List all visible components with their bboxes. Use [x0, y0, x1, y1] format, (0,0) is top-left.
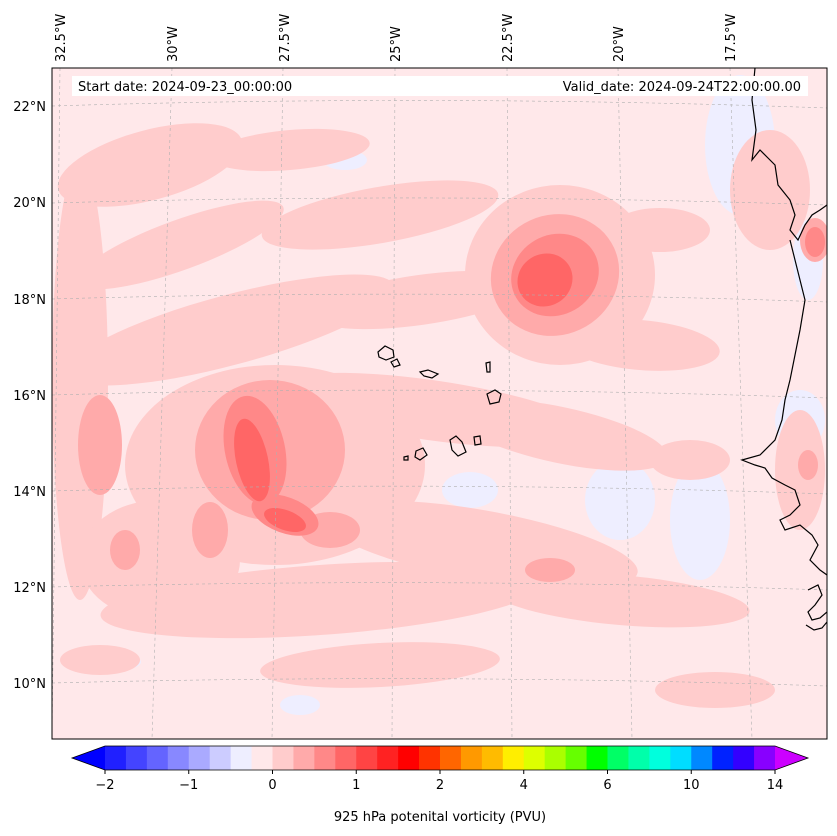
lon-tick-label: 22.5°W: [501, 14, 516, 62]
africa-coastline: [740, 68, 827, 631]
lon-tick-label: 32.5°W: [54, 14, 69, 62]
cape-verde-fogo: [414, 447, 428, 461]
colorbar-swatch: [335, 746, 357, 770]
colorbar-tick-label: 4: [520, 778, 528, 793]
colorbar-swatch: [754, 746, 776, 770]
colorbar-tick-label: −2: [95, 778, 114, 793]
colorbar-swatch: [188, 746, 211, 770]
colorbar-swatch: [251, 746, 274, 770]
lat-tick-label: 10°N: [13, 677, 46, 692]
colorbar-swatch: [272, 746, 295, 770]
colorbar-swatch: [440, 746, 462, 770]
colorbar-label: 925 hPa potenital vorticity (PVU): [334, 810, 546, 825]
lon-tick-label: 20°W: [612, 26, 627, 62]
cape-verde-boa-vista: [486, 389, 502, 405]
colorbar-swatch: [398, 746, 420, 770]
coastlines: [377, 68, 827, 631]
colorbar-tick-label: 2: [436, 778, 444, 793]
colorbar-swatch: [733, 746, 755, 770]
map-area: Start date: 2024-09-23_00:00:00 Valid_da…: [52, 68, 827, 739]
colorbar: −2 −1 0 1 2 4 6 10 14 925 hPa potenital vorticit…: [70, 745, 810, 825]
colorbar-swatch: [209, 746, 232, 770]
cape-verde-santo-antao: [377, 345, 395, 361]
start-date-box: [72, 76, 322, 96]
colorbar-swatch: [105, 746, 127, 770]
colorbar-tick-label: 1: [352, 778, 360, 793]
colorbar-swatch: [502, 746, 525, 770]
colorbar-swatch: [460, 746, 483, 770]
colorbar-tick-label: 0: [268, 778, 276, 793]
colorbar-tick-label: 6: [603, 778, 611, 793]
colorbar-swatch: [356, 746, 378, 770]
lat-tick-labels: 22°N 20°N 18°N 16°N 14°N 12°N 10°N: [13, 100, 46, 692]
cape-verde-santiago: [449, 435, 467, 457]
pv-level-4: [234, 253, 573, 533]
colorbar-swatch: [523, 746, 546, 770]
colorbar-tick-label: 14: [767, 778, 784, 793]
lon-tick-labels: 32.5°W 30°W 27.5°W 25°W 22.5°W 20°W 17.5…: [54, 14, 739, 62]
colorbar-swatch: [377, 746, 399, 770]
colorbar-swatch: [586, 746, 609, 770]
lat-tick-label: 18°N: [13, 293, 46, 308]
colorbar-swatch: [607, 746, 630, 770]
colorbar-over-arrow: [775, 746, 808, 770]
lon-tick-label: 17.5°W: [724, 14, 739, 62]
lat-tick-label: 16°N: [13, 389, 46, 404]
colorbar-tick-label: −1: [179, 778, 198, 793]
lat-tick-label: 12°N: [13, 581, 46, 596]
colorbar-swatch: [544, 746, 567, 770]
colorbar-swatches: [105, 746, 776, 770]
map-frame: [51, 67, 828, 740]
colorbar-swatch: [481, 746, 504, 770]
colorbar-swatch: [146, 746, 169, 770]
colorbar-swatch: [419, 746, 441, 770]
colorbar-swatch: [314, 746, 336, 770]
colorbar-swatch: [125, 746, 148, 770]
valid-date-label: Valid_date: 2024-09-24T22:00:00.00: [563, 80, 801, 95]
colorbar-ticks: −2 −1 0 1 2 4 6 10 14: [95, 770, 783, 793]
colorbar-swatch: [628, 746, 650, 770]
colorbar-swatch: [293, 746, 315, 770]
colorbar-swatch: [167, 746, 190, 770]
lat-tick-label: 20°N: [13, 196, 46, 211]
cape-verde-sal: [485, 361, 491, 373]
lon-tick-label: 27.5°W: [278, 14, 293, 62]
cape-verde-sao-nicolau: [418, 369, 440, 379]
gridlines: [52, 68, 827, 739]
colorbar-swatch: [670, 746, 692, 770]
colorbar-swatch: [565, 746, 588, 770]
lat-tick-label: 22°N: [13, 100, 46, 115]
valid-date-box: [310, 76, 808, 96]
colorbar-swatch: [230, 746, 253, 770]
lat-tick-label: 14°N: [13, 485, 46, 500]
colorbar-outline: [70, 745, 810, 771]
colorbar-under-arrow: [72, 746, 105, 770]
start-date-label: Start date: 2024-09-23_00:00:00: [78, 80, 292, 95]
colorbar-tick-label: 10: [683, 778, 700, 793]
lon-tick-label: 30°W: [166, 26, 181, 62]
colorbar-swatch: [649, 746, 671, 770]
colorbar-swatch: [691, 746, 713, 770]
cape-verde-sao-vicente: [390, 358, 401, 368]
colorbar-swatch: [712, 746, 734, 770]
cape-verde-brava: [403, 455, 409, 461]
lon-tick-label: 25°W: [389, 26, 404, 62]
cape-verde-maio: [473, 435, 482, 446]
